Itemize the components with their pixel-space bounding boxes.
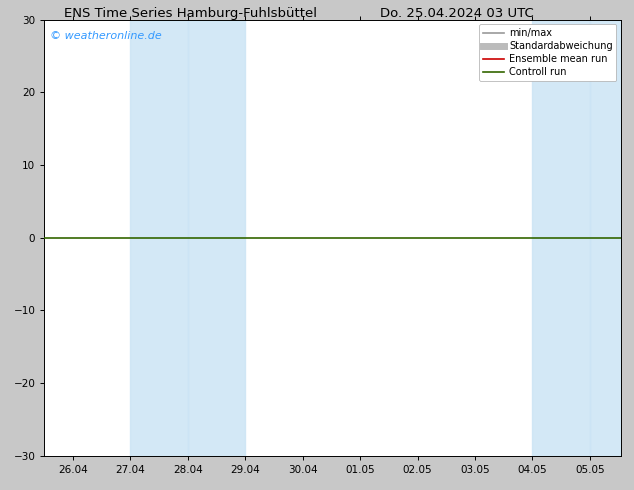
Bar bbox=[188, 20, 245, 456]
Text: ENS Time Series Hamburg-Fuhlsbüttel: ENS Time Series Hamburg-Fuhlsbüttel bbox=[63, 7, 317, 21]
Text: © weatheronline.de: © weatheronline.de bbox=[50, 30, 162, 41]
Text: Do. 25.04.2024 03 UTC: Do. 25.04.2024 03 UTC bbox=[380, 7, 533, 21]
Bar bbox=[131, 20, 188, 456]
Bar bbox=[533, 20, 590, 456]
Bar bbox=[590, 20, 621, 456]
Legend: min/max, Standardabweichung, Ensemble mean run, Controll run: min/max, Standardabweichung, Ensemble me… bbox=[479, 24, 616, 81]
